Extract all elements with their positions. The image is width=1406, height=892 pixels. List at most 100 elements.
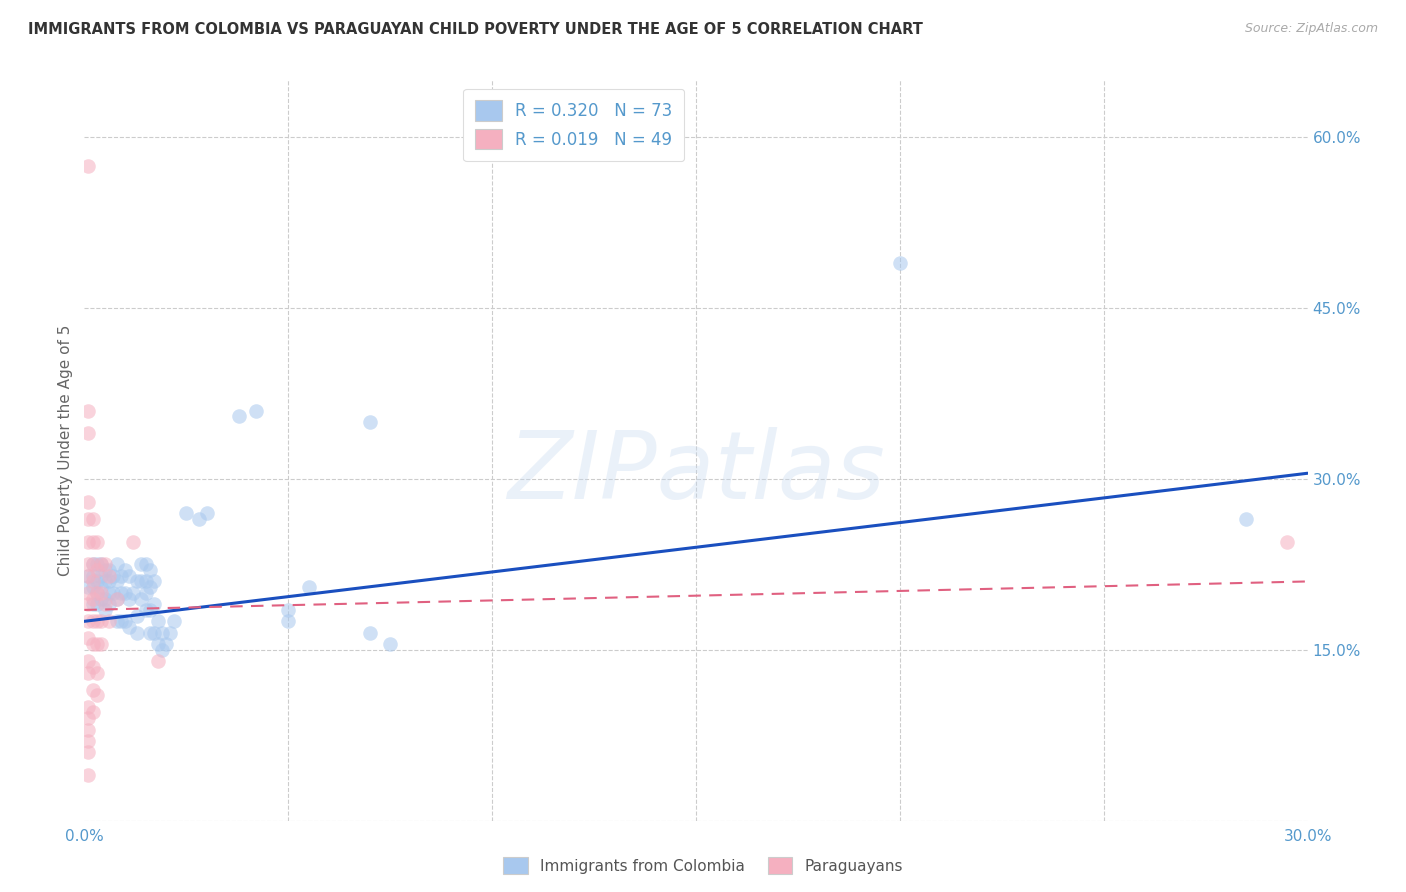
Legend: Immigrants from Colombia, Paraguayans: Immigrants from Colombia, Paraguayans	[498, 851, 908, 880]
Point	[93, 591, 115, 606]
Point	[277, 603, 299, 617]
Point	[86, 534, 108, 549]
Point	[150, 625, 173, 640]
Point	[122, 586, 145, 600]
Point	[77, 568, 100, 582]
Point	[105, 615, 128, 629]
Point	[110, 586, 132, 600]
Point	[77, 580, 100, 594]
Point	[101, 586, 124, 600]
Point	[82, 660, 104, 674]
Text: ZIPatlas: ZIPatlas	[508, 427, 884, 518]
Point	[77, 699, 100, 714]
Point	[77, 534, 100, 549]
Point	[90, 586, 112, 600]
Point	[82, 591, 104, 606]
Point	[114, 586, 136, 600]
Point	[135, 586, 157, 600]
Point	[105, 591, 128, 606]
Point	[150, 642, 173, 657]
Point	[142, 597, 165, 611]
Point	[90, 637, 112, 651]
Point	[138, 625, 160, 640]
Point	[298, 580, 321, 594]
Point	[86, 558, 108, 572]
Point	[277, 615, 299, 629]
Point	[77, 654, 100, 668]
Point	[77, 586, 100, 600]
Point	[114, 615, 136, 629]
Point	[97, 563, 120, 577]
Point	[77, 568, 100, 582]
Point	[118, 620, 141, 634]
Point	[77, 597, 100, 611]
Point	[131, 558, 153, 572]
Point	[97, 574, 120, 589]
Point	[86, 615, 108, 629]
Point	[127, 625, 149, 640]
Point	[82, 637, 104, 651]
Point	[77, 768, 100, 782]
Point	[1236, 512, 1258, 526]
Point	[82, 580, 104, 594]
Point	[86, 574, 108, 589]
Point	[146, 654, 169, 668]
Point	[77, 632, 100, 646]
Point	[82, 574, 104, 589]
Point	[77, 403, 100, 417]
Point	[90, 558, 112, 572]
Point	[82, 615, 104, 629]
Point	[142, 625, 165, 640]
Point	[174, 506, 197, 520]
Point	[93, 558, 115, 572]
Point	[159, 625, 181, 640]
Point	[135, 603, 157, 617]
Point	[93, 603, 115, 617]
Point	[135, 574, 157, 589]
Point	[77, 723, 100, 737]
Point	[110, 568, 132, 582]
Point	[138, 603, 160, 617]
Point	[142, 574, 165, 589]
Point	[118, 591, 141, 606]
Point	[90, 591, 112, 606]
Point	[82, 682, 104, 697]
Point	[77, 558, 100, 572]
Point	[359, 625, 381, 640]
Point	[163, 615, 186, 629]
Point	[138, 563, 160, 577]
Point	[82, 534, 104, 549]
Point	[77, 494, 100, 508]
Point	[1277, 534, 1299, 549]
Point	[187, 512, 209, 526]
Point	[82, 558, 104, 572]
Point	[77, 665, 100, 680]
Point	[97, 586, 120, 600]
Point	[110, 615, 132, 629]
Point	[97, 615, 120, 629]
Point	[86, 586, 108, 600]
Point	[77, 734, 100, 748]
Point	[105, 591, 128, 606]
Point	[82, 558, 104, 572]
Point	[380, 637, 402, 651]
Y-axis label: Child Poverty Under the Age of 5: Child Poverty Under the Age of 5	[58, 325, 73, 576]
Point	[105, 574, 128, 589]
Point	[195, 506, 218, 520]
Point	[155, 637, 177, 651]
Point	[889, 255, 911, 269]
Point	[90, 558, 112, 572]
Point	[114, 563, 136, 577]
Point	[359, 415, 381, 429]
Point	[118, 568, 141, 582]
Point	[77, 711, 100, 725]
Point	[97, 597, 120, 611]
Point	[90, 580, 112, 594]
Point	[127, 574, 149, 589]
Point	[146, 637, 169, 651]
Point	[93, 574, 115, 589]
Point	[93, 597, 115, 611]
Point	[86, 637, 108, 651]
Point	[146, 615, 169, 629]
Text: IMMIGRANTS FROM COLOMBIA VS PARAGUAYAN CHILD POVERTY UNDER THE AGE OF 5 CORRELAT: IMMIGRANTS FROM COLOMBIA VS PARAGUAYAN C…	[28, 22, 922, 37]
